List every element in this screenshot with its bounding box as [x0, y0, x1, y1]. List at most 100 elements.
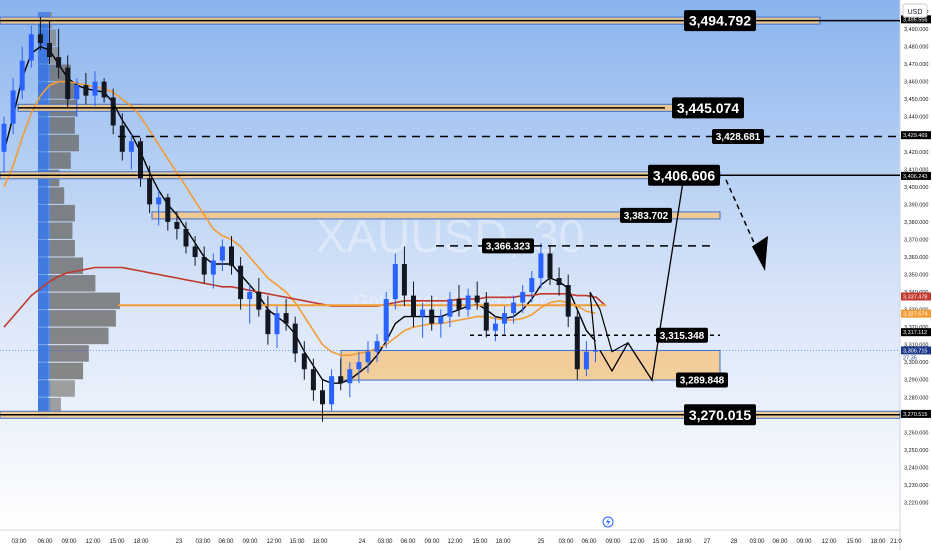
price-tick-label: 3,220.000: [904, 500, 928, 506]
level-label-text: 3,445.074: [677, 100, 739, 116]
candle-body: [201, 256, 207, 275]
candle-body: [474, 295, 480, 303]
lightning-icon[interactable]: [602, 516, 614, 528]
candle-body: [174, 221, 180, 229]
price-axis-badge-text: 3,317.112: [903, 330, 927, 336]
time-tick-label: 25: [538, 539, 545, 545]
level-label-box: [648, 164, 720, 186]
time-tick-label: 23: [176, 539, 183, 545]
candle-body: [83, 85, 89, 96]
price-axis-badge: [901, 346, 931, 355]
candle-body: [347, 369, 353, 384]
time-tick-label: 03:00: [195, 539, 211, 545]
price-tick-label: 3,470.000: [904, 62, 928, 68]
level-label-text: 3,366.323: [486, 241, 531, 252]
candle-body: [37, 34, 43, 44]
currency-button[interactable]: [902, 3, 928, 18]
price-axis-badge: [901, 328, 931, 337]
volume-profile-bar: [50, 380, 75, 397]
price-tick-label: 3,310.000: [904, 343, 928, 349]
candle-body: [310, 369, 316, 391]
price-axis-background: [900, 0, 932, 550]
candle-body: [329, 376, 335, 405]
price-tick-label: 3,290.000: [904, 378, 928, 384]
candle-body: [338, 376, 344, 384]
candle-body: [128, 141, 134, 152]
candle-body: [65, 67, 71, 100]
candle-body: [28, 34, 34, 61]
price-axis-badge: [901, 131, 931, 140]
time-tick-label: 15:00: [652, 539, 668, 545]
candle-body: [411, 295, 416, 317]
volume-profile-bar: [50, 47, 60, 64]
level-label-box: [482, 238, 534, 254]
time-tick-label: 27: [704, 539, 711, 545]
price-tick-label: 3,480.000: [904, 45, 928, 51]
candle-body: [92, 81, 98, 96]
level-label-box: [672, 97, 744, 119]
candle-body: [538, 253, 544, 279]
candle-body: [101, 81, 107, 98]
volume-profile-bar: [50, 362, 84, 380]
time-tick-label: 03:00: [558, 539, 574, 545]
candle-body: [274, 313, 280, 335]
price-axis-badge: [901, 409, 931, 418]
level-label: 3,445.074: [672, 97, 744, 119]
candle-body: [511, 302, 517, 314]
candle-body: [183, 228, 189, 247]
level-label-box: [684, 10, 756, 32]
volume-profile-bar: [50, 327, 109, 345]
time-tick-label: 18:00: [870, 539, 886, 545]
moving-average-line: [3, 266, 596, 328]
volume-profile-bar: [50, 117, 75, 134]
time-tick-label: 18:00: [495, 539, 511, 545]
price-tick-label: 3,420.000: [904, 150, 928, 156]
candle-body: [138, 141, 143, 179]
level-label: 3,366.323: [482, 238, 534, 254]
time-tick-label: 12:00: [266, 539, 282, 545]
level-label: 3,428.681: [712, 129, 764, 145]
volume-profile-bar: [50, 152, 71, 169]
price-axis-badge-text: 3,429.469: [903, 133, 927, 139]
candle-body: [583, 351, 589, 370]
price-tick-label: 3,250.000: [904, 448, 928, 454]
price-tick-label: 3,460.000: [904, 80, 928, 86]
time-tick-label: 18:00: [133, 539, 149, 545]
candle-body: [420, 309, 426, 317]
candle-body: [593, 349, 598, 352]
time-tick-label: 12:00: [629, 539, 645, 545]
level-label-text: 3,494.792: [689, 13, 751, 29]
price-tick-label: 3,320.000: [904, 325, 928, 331]
candle-body: [483, 302, 489, 331]
price-tick-label: 3,300.000: [904, 360, 928, 366]
candle-body: [219, 246, 225, 261]
time-tick-label: 15:00: [472, 539, 488, 545]
volume-profile-bar: [50, 397, 61, 415]
candle-body: [119, 125, 125, 152]
candle-body: [547, 253, 553, 279]
candle-body: [283, 313, 289, 324]
time-tick-label: 09:00: [796, 539, 812, 545]
plot-background: [0, 0, 900, 530]
time-tick-label: 09:00: [605, 539, 621, 545]
countdown-label: 27:35: [903, 355, 917, 361]
level-label-box: [712, 129, 764, 145]
candle-body: [165, 197, 171, 222]
volume-profile-bar: [50, 187, 65, 204]
time-tick-label: 09:00: [242, 539, 258, 545]
candle-body: [502, 313, 507, 324]
price-axis-badge: [901, 15, 931, 24]
candle-body: [365, 351, 371, 363]
level-label: 3,383.702: [620, 207, 672, 223]
level-label-text: 3,289.848: [680, 376, 725, 387]
time-tick-label: 09:00: [61, 539, 77, 545]
price-tick-label: 3,390.000: [904, 202, 928, 208]
level-label-text: 3,406.606: [653, 167, 715, 183]
time-tick-label: 15:00: [846, 539, 862, 545]
time-tick-label: 03:00: [377, 539, 393, 545]
price-axis-badge-text: 3,337.478: [903, 294, 927, 300]
candle-body: [447, 299, 453, 317]
price-axis-badge-text: 3,306.715: [903, 348, 927, 354]
time-tick-label: 06:00: [218, 539, 234, 545]
